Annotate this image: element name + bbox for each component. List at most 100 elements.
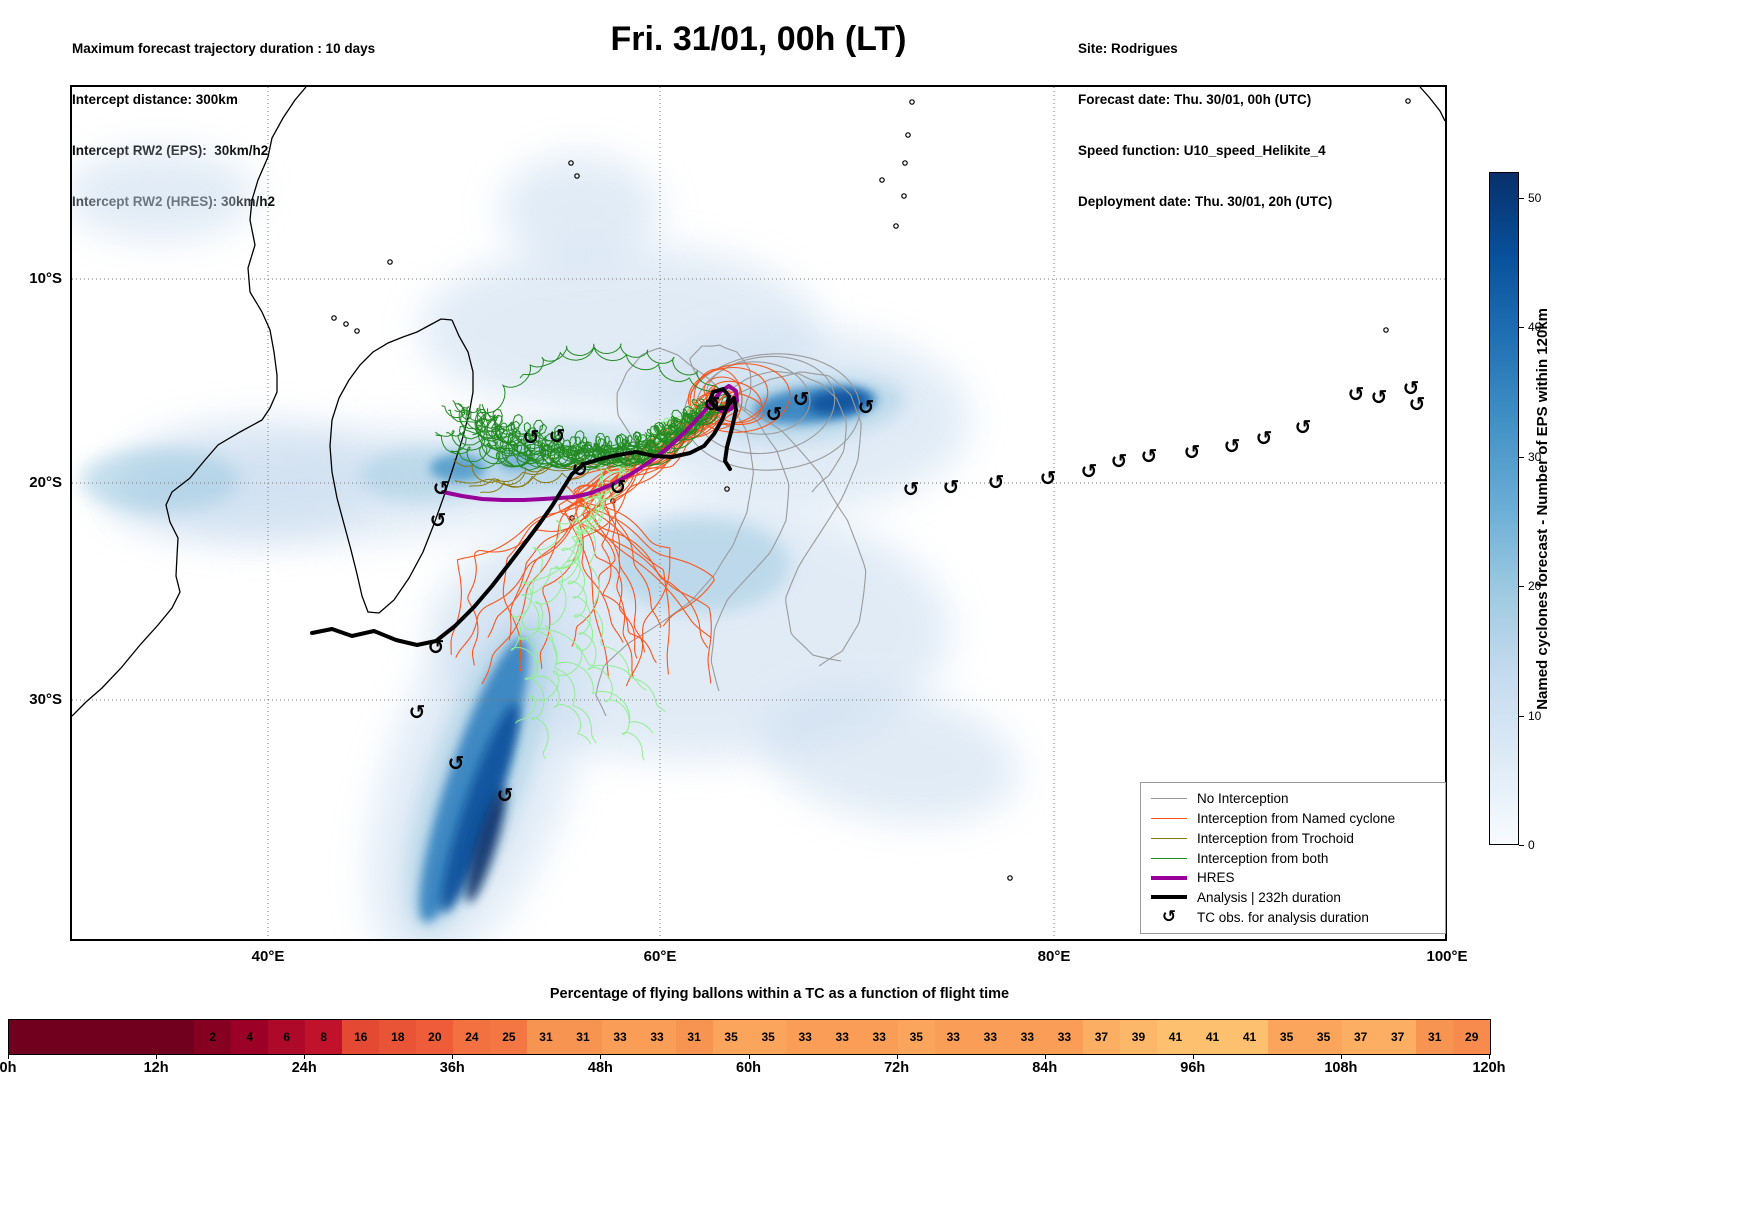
analysis-track	[310, 387, 738, 647]
eps-colorbar-label: Named cyclones forecast - Number of EPS …	[1534, 307, 1551, 710]
hour-tick	[896, 1054, 898, 1059]
legend-line	[1151, 895, 1187, 900]
eps-colorbar-tick-label: 0	[1528, 838, 1535, 852]
island	[1007, 875, 1013, 881]
trajectory-gray	[725, 370, 847, 493]
site-line: Speed function: U10_speed_Helikite_4	[1078, 143, 1326, 158]
island	[1405, 98, 1411, 104]
hour-tick	[8, 1054, 9, 1059]
tc-obs-marker: ↺	[988, 470, 1005, 494]
tc-obs-marker: ↺	[430, 508, 447, 532]
hour-tick	[1044, 1054, 1046, 1059]
eps-colorbar-label-wrap: Named cyclones forecast - Number of EPS …	[1534, 172, 1551, 845]
trajectory-orange-loop	[705, 380, 763, 424]
setting-line: Intercept distance: 300km	[72, 92, 238, 107]
eps-colorbar-tick-label: 50	[1528, 190, 1542, 205]
island	[568, 160, 574, 166]
legend-line	[1151, 818, 1187, 820]
island	[331, 315, 337, 321]
legend-item-label: HRES	[1197, 870, 1235, 886]
lat-tick-20s: 20°S	[29, 474, 62, 491]
legend-item-label: Analysis | 232h duration	[1197, 889, 1341, 905]
eps-colorbar-tick	[1519, 586, 1524, 588]
legend-line	[1151, 837, 1187, 839]
hour-tick-label: 96h	[1180, 1060, 1206, 1076]
legend-item: No Interception	[1151, 789, 1435, 809]
balloon-percentage-bar: 2 4 6 8 16 18 20 24 25 31 31 33 33 31 35 35 33 33 33 35 33 33…	[8, 1019, 1491, 1055]
coastline-layer	[72, 87, 1445, 881]
tc-obs-marker: ↺	[497, 783, 514, 807]
legend-line	[1151, 857, 1187, 859]
eps-colorbar-tick-label: 10	[1528, 708, 1542, 723]
hour-tick-label: 12h	[143, 1060, 169, 1076]
balloon-bar-segment: 33	[638, 1020, 676, 1054]
balloon-bar-segment: 31	[675, 1020, 713, 1054]
tc-obs-marker: ↺	[1409, 392, 1426, 416]
trajectory-green	[445, 400, 712, 466]
balloon-bar-segment: 24	[453, 1020, 491, 1054]
balloon-bar-segment: 35	[897, 1020, 935, 1054]
lon-tick-60e: 60°E	[643, 948, 677, 965]
tc-obs-marker: ↺	[1141, 444, 1158, 468]
balloon-bar-segment: 33	[971, 1020, 1009, 1054]
balloon-bar-segment: 33	[823, 1020, 861, 1054]
cyclone-symbol-icon: ↺	[1161, 906, 1177, 927]
site-line: Forecast date: Thu. 30/01, 00h (UTC)	[1078, 92, 1312, 107]
eps-colorbar-tick-label: 40	[1528, 320, 1542, 335]
hour-tick-label: 84h	[1032, 1060, 1058, 1076]
tc-obs-marker: ↺	[409, 700, 426, 724]
hour-tick-label: 0h	[0, 1060, 17, 1076]
tc-obs-marker: ↺	[943, 475, 960, 499]
legend-item-label: No Interception	[1197, 791, 1289, 807]
island	[724, 486, 730, 492]
hour-tick	[1489, 1054, 1490, 1059]
island	[893, 223, 899, 229]
map-canvas: ↺↺↺ ↺↺↺↺↺↺↺↺ ↺↺ ↺↺ ↺ ↺ ↺ ↺ ↺ ↺ ↺ ↺ ↺ ↺↺ ↺ ↺↺	[72, 87, 1445, 939]
trajectory-green	[481, 346, 713, 426]
eps-colorbar-tick	[1519, 197, 1524, 199]
tc-obs-marker: ↺	[428, 635, 445, 659]
trajectory-green	[435, 405, 729, 469]
balloon-bar-segment: 20	[416, 1020, 454, 1054]
site-info-block: Site: Rodrigues Forecast date: Thu. 30/0…	[1078, 6, 1332, 244]
balloon-bar-segment: 6	[268, 1020, 306, 1054]
legend-line-sample	[1151, 837, 1187, 839]
legend-line-sample	[1151, 875, 1187, 880]
legend-item: HRES	[1151, 868, 1435, 888]
tc-obs-marker: ↺	[549, 424, 566, 448]
legend-item: Interception from both	[1151, 848, 1435, 868]
trajectories-both	[435, 342, 729, 471]
balloon-bar-segment: 39	[1119, 1020, 1157, 1054]
trajectory-orange	[573, 395, 735, 649]
hour-tick	[452, 1054, 454, 1059]
tc-obs-layer: ↺↺↺ ↺↺↺↺↺↺↺↺ ↺↺ ↺↺ ↺ ↺ ↺ ↺ ↺ ↺ ↺ ↺ ↺ ↺↺ ↺ ↺↺	[409, 376, 1426, 807]
tc-obs-marker: ↺	[1371, 385, 1388, 409]
hres-track	[441, 384, 739, 502]
lon-tick-80e: 80°E	[1037, 948, 1071, 965]
coastline	[72, 87, 307, 717]
eps-density-blob	[441, 703, 519, 913]
balloon-bar-segment	[46, 1020, 84, 1054]
balloon-bar-segment: 29	[1453, 1020, 1491, 1054]
tc-obs-marker: ↺	[433, 476, 450, 500]
trajectory-orange-loop	[689, 363, 791, 433]
legend: No Interception Interception from Named c…	[1140, 782, 1446, 934]
tc-obs-marker: ↺	[766, 402, 783, 426]
island	[905, 132, 911, 138]
trajectory-gray	[734, 371, 862, 662]
balloon-bar-segment	[120, 1020, 158, 1054]
hour-tick	[304, 1054, 306, 1059]
tc-obs-marker: ↺	[1295, 415, 1312, 439]
tc-obs-marker: ↺	[1224, 434, 1241, 458]
balloon-bar-segment: 33	[1045, 1020, 1083, 1054]
legend-item: ↺ TC obs. for analysis duration	[1151, 907, 1435, 927]
island	[354, 328, 360, 334]
legend-line	[1151, 798, 1187, 800]
coastline	[329, 318, 474, 614]
map-panel: ↺ ↺ ↺ ↺ ↺ ↺ ↺ ↺ ↺ ↺ ↺ ↺ ↺ ↺ ↺ ↺ ↺ ↺ ↺ ↺ ↺ ↺ ↺ ↺ ↺ ↺ ↺ ↺ ↺ No Interce…	[70, 85, 1447, 941]
tc-obs-marker: ↺	[858, 395, 875, 419]
balloon-bar-segment: 18	[379, 1020, 417, 1054]
trajectory-gray	[689, 344, 752, 412]
balloon-bar-segment: 35	[1268, 1020, 1306, 1054]
